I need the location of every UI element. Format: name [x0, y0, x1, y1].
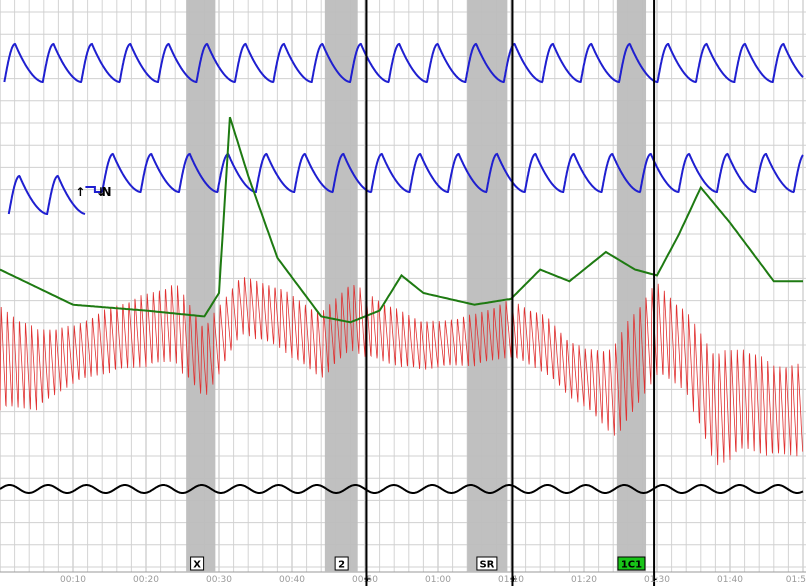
event-label-box: [617, 556, 646, 571]
event-line-marker: +: [509, 574, 517, 585]
cardio-line: [0, 277, 804, 466]
event-label: 2: [338, 560, 345, 571]
event-line-marker: +: [363, 574, 371, 585]
eda-line: [0, 116, 803, 324]
x-tick-label: 00:30: [206, 575, 232, 585]
question-band: [186, 0, 216, 572]
event-label: 1C1: [621, 560, 642, 571]
upper-pneumo-line: [3, 42, 804, 84]
lower-pneumo-step: [85, 186, 103, 193]
x-tick-label: 00:40: [279, 575, 305, 585]
x-tick-label: 01:30: [644, 575, 670, 585]
x-tick-label: 01:10: [498, 575, 524, 585]
x-tick-label: 00:50: [352, 575, 378, 585]
motion-line: [0, 484, 804, 494]
event-line-marker: -: [653, 574, 657, 585]
event-label-box: [476, 556, 498, 571]
event-labels: ↑ ↓N + + - X 2 SR 1C1: [75, 185, 657, 585]
question-band: [324, 0, 358, 572]
x-tick-label: 01:20: [571, 575, 597, 585]
event-label-box: [334, 556, 349, 571]
event-label: SR: [479, 560, 494, 571]
x-tick-label: 01:5: [786, 575, 806, 585]
chart-traces: [0, 42, 804, 494]
question-band: [616, 0, 647, 572]
x-axis-ticks: 00:10 00:20 00:30 00:40 00:50 01:00 01:10 01:20…: [60, 575, 806, 585]
x-tick-label: 01:40: [717, 575, 743, 585]
x-tick-label: 00:20: [133, 575, 159, 585]
arrow-annotation: ↓: [96, 185, 106, 199]
question-band: [467, 0, 508, 572]
lower-pneumo-line-a: [7, 174, 86, 215]
event-bands: [186, 0, 647, 572]
arrow-annotation: ↑: [75, 185, 85, 199]
x-tick-label: 01:00: [425, 575, 451, 585]
x-tick-label: 00:10: [60, 575, 86, 585]
event-label: X: [193, 560, 201, 571]
event-label-box: [190, 556, 205, 571]
arrow-annotation: N: [102, 185, 112, 199]
event-lines: [365, 0, 656, 586]
lower-pneumo-line-b: [101, 152, 804, 194]
